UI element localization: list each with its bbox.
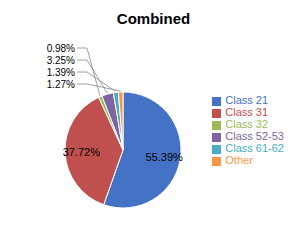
html-text:Combined: Combined [116,10,191,27]
html-text:Other: Other [225,154,253,166]
svg-text:1.39%: 1.39% [47,67,75,78]
html-text:Class 31: Class 31 [225,106,269,118]
svg-text:3.25%: 3.25% [47,55,75,66]
html-text:Class 32: Class 32 [225,118,269,130]
svg-text:0.98%: 0.98% [47,43,75,54]
html-text:Class 52-53: Class 52-53 [225,130,284,142]
svg-text:55.39%: 55.39% [146,151,184,163]
svg-text:37.72%: 37.72% [63,146,101,158]
svg-text:1.27%: 1.27% [47,79,75,90]
html-text:Class 61-62: Class 61-62 [225,142,284,154]
html-text:Class 21: Class 21 [225,94,269,106]
